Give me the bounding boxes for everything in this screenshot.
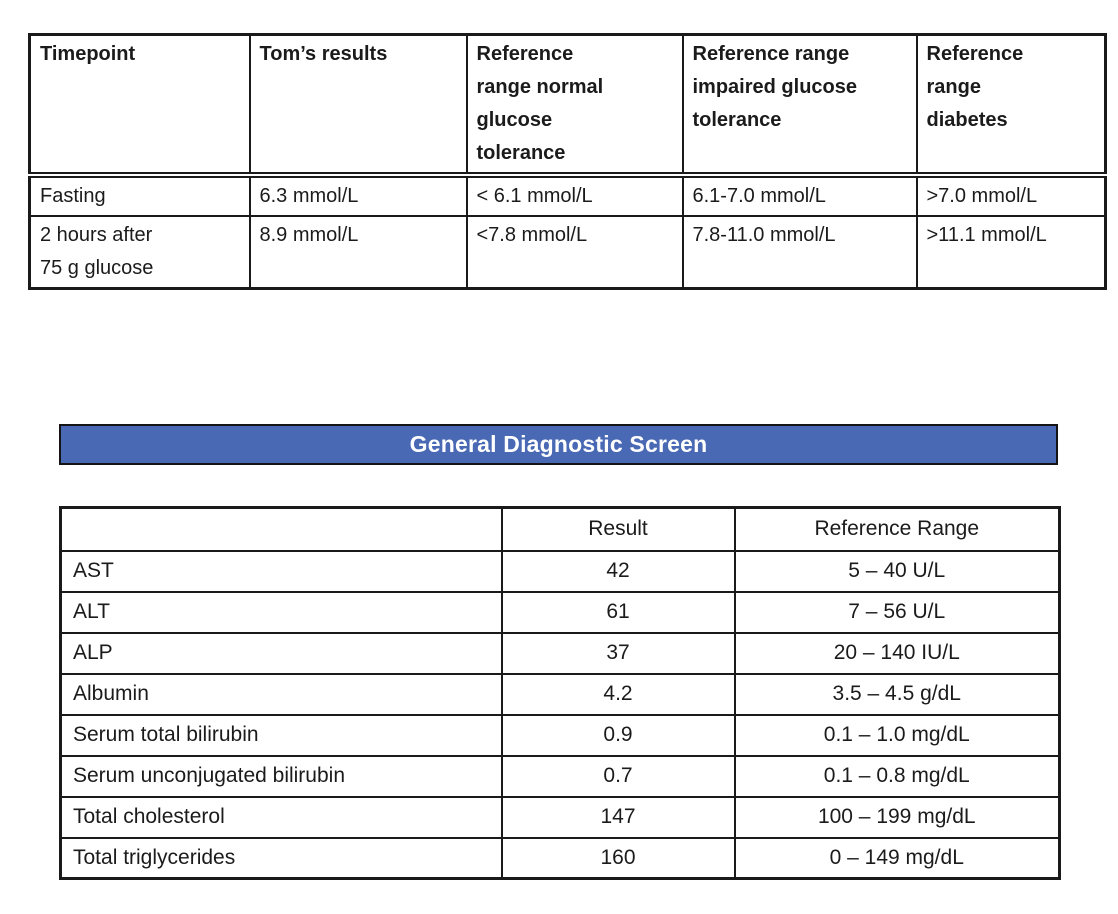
glucose-cell: >7.0 mmol/L xyxy=(915,174,1107,217)
diagnostic-cell-range: 0.1 – 0.8 mg/dL xyxy=(733,754,1061,798)
glucose-cell: 7.8-11.0 mmol/L xyxy=(681,215,918,290)
diagnostic-row-alp: ALP 37 20 – 140 IU/L xyxy=(59,631,1061,675)
diagnostic-screen-banner: General Diagnostic Screen xyxy=(59,424,1058,465)
diagnostic-row-albumin: Albumin 4.2 3.5 – 4.5 g/dL xyxy=(59,672,1061,716)
diagnostic-row-total-triglycerides: Total triglycerides 160 0 – 149 mg/dL xyxy=(59,836,1061,880)
diagnostic-header-reference-range: Reference Range xyxy=(733,506,1061,552)
diagnostic-cell-range: 20 – 140 IU/L xyxy=(733,631,1061,675)
diagnostic-cell-test: Total cholesterol xyxy=(59,795,503,839)
diagnostic-cell-result: 147 xyxy=(500,795,736,839)
diagnostic-cell-result: 61 xyxy=(500,590,736,634)
diagnostic-table-header-row: Result Reference Range xyxy=(59,506,1061,552)
diagnostic-cell-test: ALP xyxy=(59,631,503,675)
diagnostic-cell-range: 0 – 149 mg/dL xyxy=(733,836,1061,880)
glucose-cell: >11.1 mmol/L xyxy=(915,215,1107,290)
glucose-header-timepoint: Timepoint xyxy=(28,33,251,178)
diagnostic-row-serum-total-bilirubin: Serum total bilirubin 0.9 0.1 – 1.0 mg/d… xyxy=(59,713,1061,757)
glucose-cell: 8.9 mmol/L xyxy=(248,215,468,290)
glucose-cell: 6.1-7.0 mmol/L xyxy=(681,174,918,217)
diagnostic-cell-result: 42 xyxy=(500,549,736,593)
diagnostic-cell-range: 5 – 40 U/L xyxy=(733,549,1061,593)
diagnostic-cell-test: AST xyxy=(59,549,503,593)
diagnostic-cell-test: Serum unconjugated bilirubin xyxy=(59,754,503,798)
diagnostic-cell-result: 4.2 xyxy=(500,672,736,716)
diagnostic-row-ast: AST 42 5 – 40 U/L xyxy=(59,549,1061,593)
diagnostic-row-alt: ALT 61 7 – 56 U/L xyxy=(59,590,1061,634)
diagnostic-header-blank xyxy=(59,506,503,552)
glucose-cell: Fasting xyxy=(28,174,251,217)
glucose-header-ref-diabetes: Reference range diabetes xyxy=(915,33,1107,178)
diagnostic-row-total-cholesterol: Total cholesterol 147 100 – 199 mg/dL xyxy=(59,795,1061,839)
diagnostic-header-result: Result xyxy=(500,506,736,552)
glucose-header-ref-normal: Reference range normal glucose tolerance xyxy=(465,33,684,178)
glucose-cell: 6.3 mmol/L xyxy=(248,174,468,217)
glucose-table-header-row: Timepoint Tom’s results Reference range … xyxy=(28,33,1107,178)
glucose-tolerance-table: Timepoint Tom’s results Reference range … xyxy=(28,33,1107,290)
diagnostic-cell-test: Serum total bilirubin xyxy=(59,713,503,757)
diagnostic-cell-result: 160 xyxy=(500,836,736,880)
diagnostic-cell-range: 3.5 – 4.5 g/dL xyxy=(733,672,1061,716)
diagnostic-row-serum-unconjugated-bilirubin: Serum unconjugated bilirubin 0.7 0.1 – 0… xyxy=(59,754,1061,798)
diagnostic-screen-banner-title: General Diagnostic Screen xyxy=(409,431,708,457)
glucose-header-ref-impaired: Reference range impaired glucose toleran… xyxy=(681,33,918,178)
glucose-header-toms-results: Tom’s results xyxy=(248,33,468,178)
glucose-cell: < 6.1 mmol/L xyxy=(465,174,684,217)
glucose-row-2-hours: 2 hours after 75 g glucose 8.9 mmol/L <7… xyxy=(28,215,1107,290)
diagnostic-cell-test: Albumin xyxy=(59,672,503,716)
diagnostic-cell-range: 0.1 – 1.0 mg/dL xyxy=(733,713,1061,757)
diagnostic-cell-result: 0.9 xyxy=(500,713,736,757)
diagnostic-cell-test: Total triglycerides xyxy=(59,836,503,880)
diagnostic-cell-test: ALT xyxy=(59,590,503,634)
glucose-cell: <7.8 mmol/L xyxy=(465,215,684,290)
diagnostic-cell-result: 0.7 xyxy=(500,754,736,798)
diagnostic-cell-range: 100 – 199 mg/dL xyxy=(733,795,1061,839)
diagnostic-cell-result: 37 xyxy=(500,631,736,675)
diagnostic-cell-range: 7 – 56 U/L xyxy=(733,590,1061,634)
glucose-row-fasting: Fasting 6.3 mmol/L < 6.1 mmol/L 6.1-7.0 … xyxy=(28,174,1107,217)
glucose-cell: 2 hours after 75 g glucose xyxy=(28,215,251,290)
general-diagnostic-table: Result Reference Range AST 42 5 – 40 U/L… xyxy=(59,506,1061,880)
